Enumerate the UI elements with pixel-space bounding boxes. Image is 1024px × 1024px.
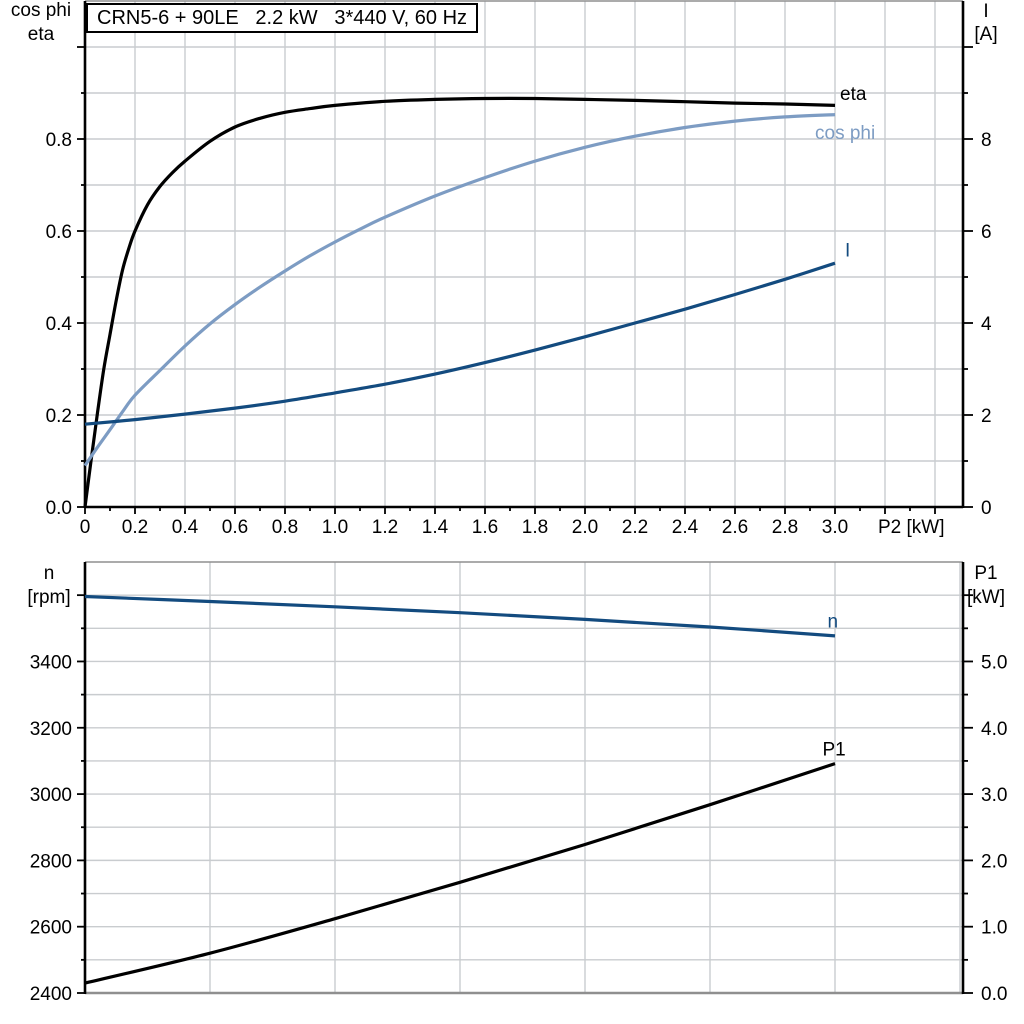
bottom-ticks <box>77 594 973 994</box>
left-tick-label: 0.6 <box>46 222 72 243</box>
x-tick-label: 0 <box>80 517 91 538</box>
top-frame <box>83 0 965 509</box>
x-tick-label: 2.8 <box>772 517 798 538</box>
top-left-axis-label-line2: eta <box>28 24 55 45</box>
x-tick-label: 1.0 <box>322 517 348 538</box>
eta-curve <box>83 96 836 508</box>
x-tick-label: 0.8 <box>272 517 298 538</box>
right-tick-label: 6 <box>981 222 992 243</box>
n-curve <box>84 594 836 638</box>
left-tick-label: 3400 <box>30 652 72 673</box>
n-curve-label: n <box>828 611 839 632</box>
top-left-axis-label-line1: cos phi <box>11 0 71 21</box>
I-curve-label: I <box>845 240 850 261</box>
right-tick-label: 3.0 <box>981 785 1007 806</box>
left-tick-label: 3200 <box>30 719 72 740</box>
right-tick-label: 2.0 <box>981 851 1007 872</box>
x-tick-label: 2.6 <box>722 517 748 538</box>
bottom-gridlines <box>85 562 963 993</box>
x-tick-label: 1.2 <box>372 517 398 538</box>
left-tick-label: 0.4 <box>46 314 73 335</box>
top-tick-labels: 0 0.2 0.4 0.6 0.8 1.0 1.2 1.4 1.6 1.8 2.0 2.2 2.4 2.6… <box>46 130 992 538</box>
top-right-axis-label-line2: [A] <box>974 24 997 45</box>
P1-curve <box>84 762 836 985</box>
x-tick-label: 2.4 <box>672 517 699 538</box>
right-tick-label: 4.0 <box>981 719 1007 740</box>
eta-curve-label: eta <box>840 84 867 105</box>
bottom-left-axis-label-line1: n <box>44 563 55 584</box>
right-tick-label: 1.0 <box>981 918 1007 939</box>
chart-title: CRN5-6 + 90LE 2.2 kW 3*440 V, 60 Hz <box>86 3 479 33</box>
left-tick-label: 2600 <box>30 918 72 939</box>
bottom-tick-labels: 2400 2600 2800 3000 3200 3400 0.0 1.0 2.0 3.0 4.0 5… <box>30 652 1008 1005</box>
right-tick-label: 0 <box>981 498 992 519</box>
bottom-right-axis-label-line2: [kW] <box>967 587 1005 608</box>
x-tick-label: 1.8 <box>522 517 548 538</box>
left-tick-label: 0.0 <box>46 498 72 519</box>
bottom-chart: 2400 2600 2800 3000 3200 3400 0.0 1.0 2.0 3.0 4.0 5… <box>30 561 1008 1005</box>
x-tick-label: 2.0 <box>572 517 598 538</box>
x-tick-label: 1.4 <box>422 517 449 538</box>
left-tick-label: 0.2 <box>46 406 72 427</box>
left-tick-label: 0.8 <box>46 130 72 151</box>
x-tick-label: 1.6 <box>472 517 498 538</box>
x-tick-label: 2.2 <box>622 517 648 538</box>
P1-curve-label: P1 <box>823 740 846 761</box>
x-axis-label: P2 [kW] <box>878 517 945 538</box>
left-tick-label: 2800 <box>30 851 72 872</box>
right-tick-label: 4 <box>981 314 992 335</box>
right-tick-label: 5.0 <box>981 652 1007 673</box>
left-tick-label: 3000 <box>30 785 72 806</box>
right-tick-label: 8 <box>981 130 992 151</box>
cos-phi-curve <box>83 113 836 467</box>
right-tick-label: 0.0 <box>981 984 1007 1005</box>
x-tick-label: 3.0 <box>822 517 848 538</box>
right-tick-label: 2 <box>981 406 992 427</box>
cos-phi-curve-label: cos phi <box>815 123 875 144</box>
top-right-axis-label-line1: I <box>983 1 988 22</box>
top-chart: 0 0.2 0.4 0.6 0.8 1.0 1.2 1.4 1.6 1.8 2.0 2.2 2.4 2.6… <box>46 0 992 538</box>
bottom-left-axis-label-line2: [rpm] <box>27 587 70 608</box>
top-ticks <box>77 46 973 514</box>
bottom-right-axis-label-line1: P1 <box>974 563 997 584</box>
x-tick-label: 0.2 <box>122 517 148 538</box>
bottom-frame <box>83 561 965 995</box>
x-tick-label: 0.4 <box>172 517 199 538</box>
I-curve <box>84 261 836 426</box>
x-tick-label: 0.6 <box>222 517 248 538</box>
left-tick-label: 2400 <box>30 984 72 1005</box>
top-gridlines <box>85 1 963 507</box>
